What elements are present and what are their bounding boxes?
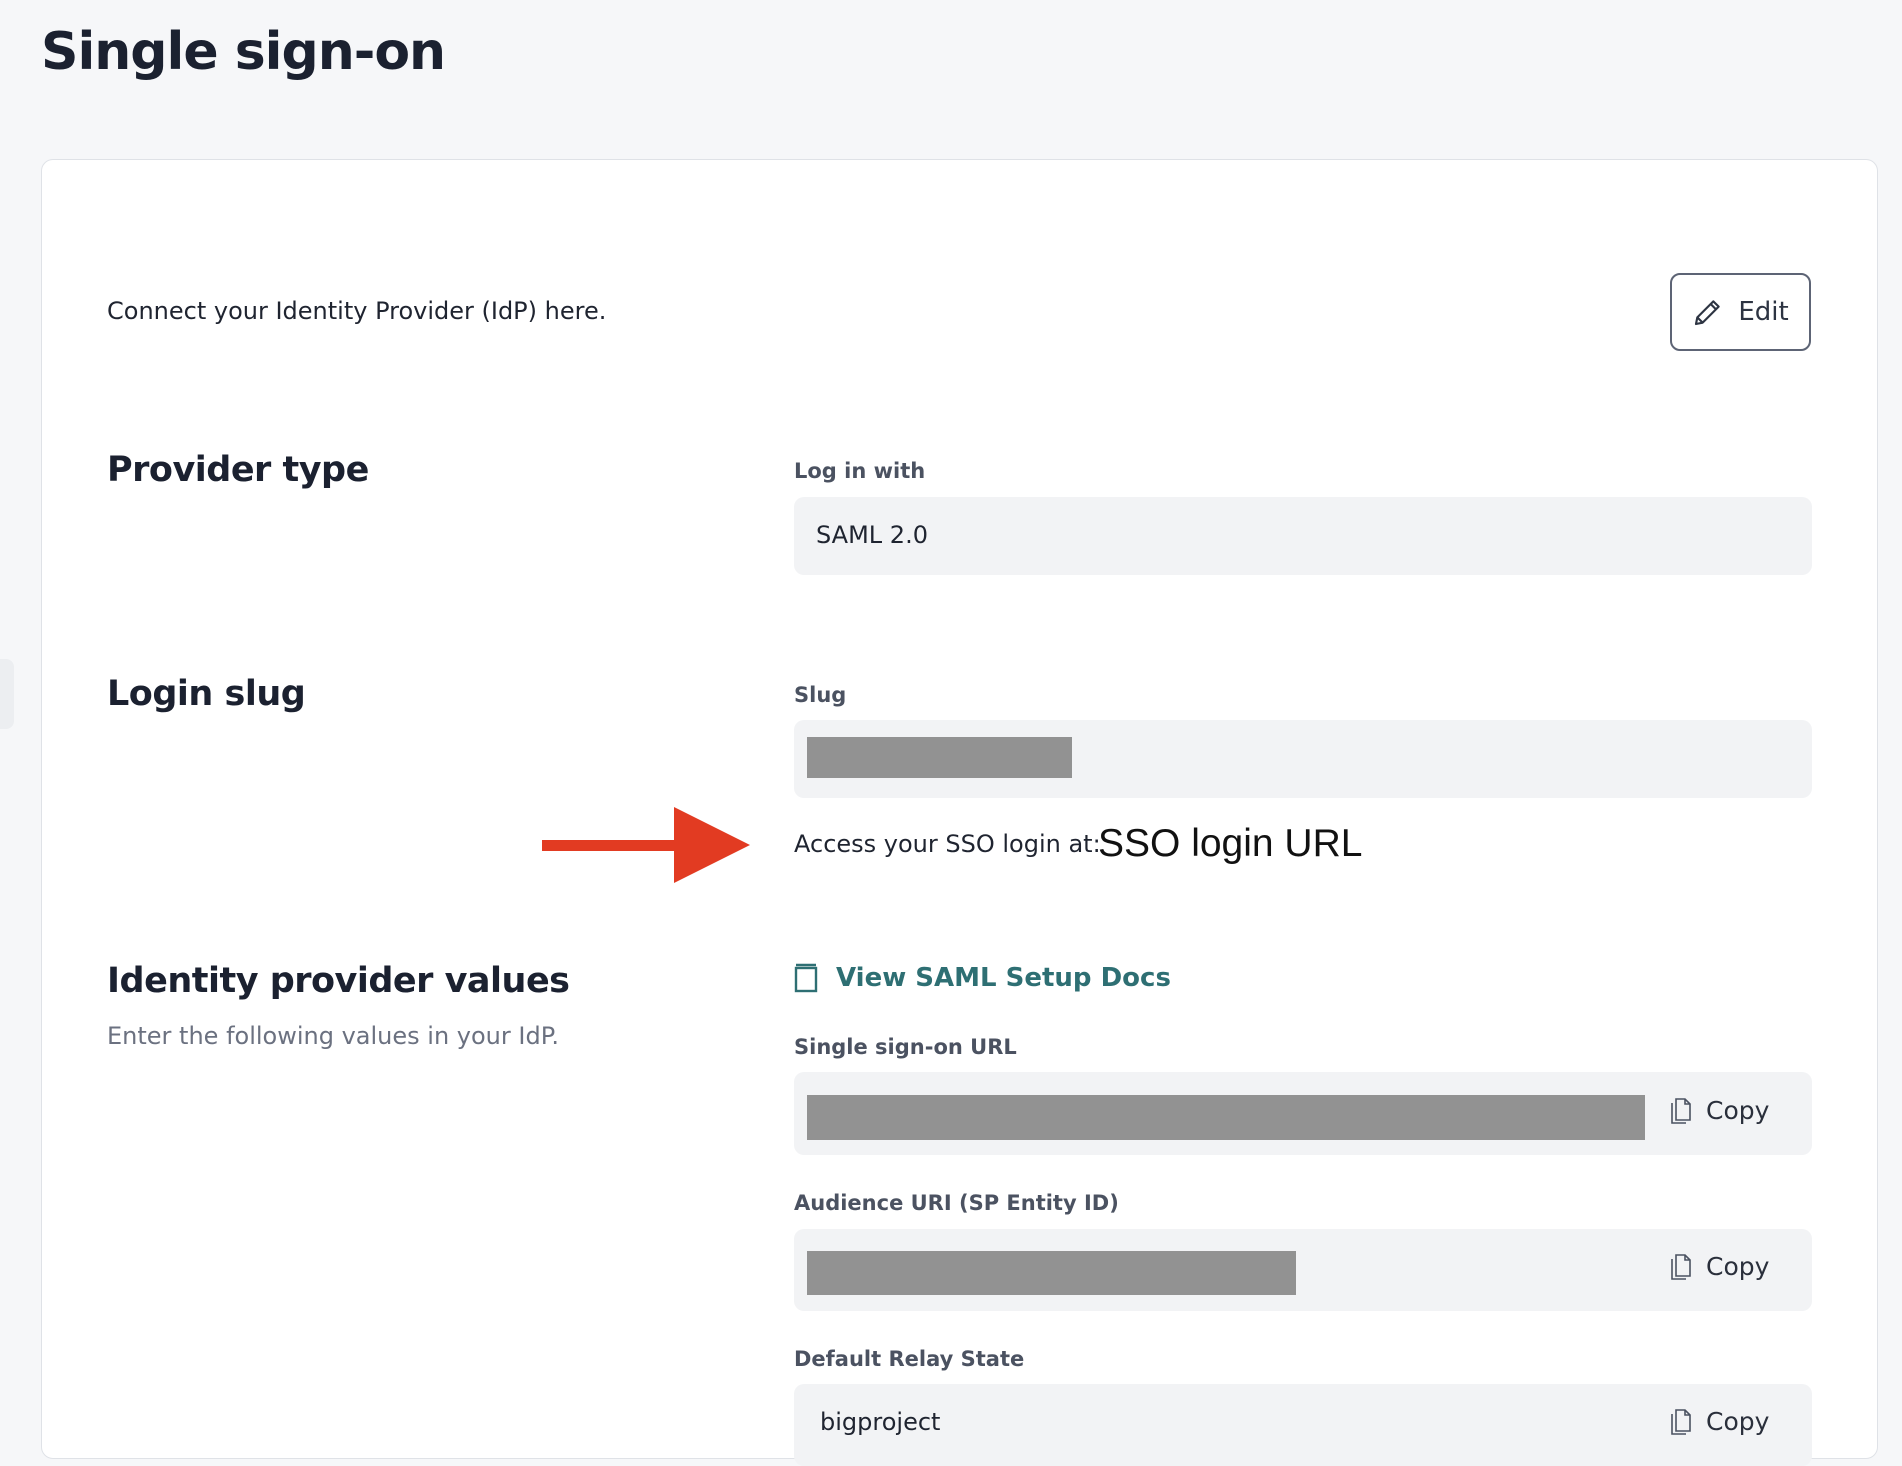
audience-uri-field: Copy [794, 1229, 1812, 1311]
saml-docs-link[interactable]: View SAML Setup Docs [794, 963, 1171, 993]
copy-label: Copy [1706, 1096, 1770, 1125]
copy-icon [1671, 1253, 1691, 1280]
audience-uri-label: Audience URI (SP Entity ID) [794, 1191, 1119, 1215]
copy-label: Copy [1706, 1407, 1770, 1436]
idp-values-heading: Identity provider values [107, 961, 570, 1001]
redacted-sso-url [807, 1095, 1645, 1140]
red-arrow-annotation [542, 807, 750, 883]
pencil-icon [1695, 300, 1721, 326]
book-icon [794, 963, 818, 993]
log-in-with-value: SAML 2.0 [816, 521, 928, 549]
saml-docs-label: View SAML Setup Docs [836, 963, 1171, 993]
log-in-with-field[interactable]: SAML 2.0 [794, 497, 1812, 575]
relay-state-field: bigproject Copy [794, 1384, 1812, 1466]
slug-label: Slug [794, 683, 847, 707]
edit-button[interactable]: Edit [1670, 273, 1811, 351]
edit-label: Edit [1738, 297, 1789, 327]
log-in-with-label: Log in with [794, 459, 926, 483]
sidebar-toggle[interactable] [0, 659, 14, 729]
relay-state-label: Default Relay State [794, 1347, 1025, 1371]
login-slug-heading: Login slug [107, 674, 306, 714]
sso-url-field: Copy [794, 1072, 1812, 1155]
idp-values-subtitle: Enter the following values in your IdP. [107, 1022, 560, 1050]
page-title: Single sign-on [41, 22, 446, 82]
copy-icon [1671, 1097, 1691, 1124]
redacted-audience-uri [807, 1251, 1296, 1295]
access-sso-text: Access your SSO login at: [794, 830, 1101, 858]
copy-relay-state-button[interactable]: Copy [1670, 1407, 1769, 1436]
relay-state-value: bigproject [820, 1408, 941, 1436]
intro-text: Connect your Identity Provider (IdP) her… [107, 297, 607, 325]
provider-type-heading: Provider type [107, 450, 369, 490]
copy-label: Copy [1706, 1252, 1770, 1281]
slug-field[interactable] [794, 720, 1812, 798]
copy-sso-url-button[interactable]: Copy [1670, 1096, 1769, 1125]
redacted-slug [807, 737, 1072, 778]
copy-audience-uri-button[interactable]: Copy [1670, 1252, 1769, 1281]
copy-icon [1671, 1408, 1691, 1435]
sso-login-url-annotation: SSO login URL [1098, 822, 1363, 865]
sso-url-label: Single sign-on URL [794, 1035, 1017, 1059]
